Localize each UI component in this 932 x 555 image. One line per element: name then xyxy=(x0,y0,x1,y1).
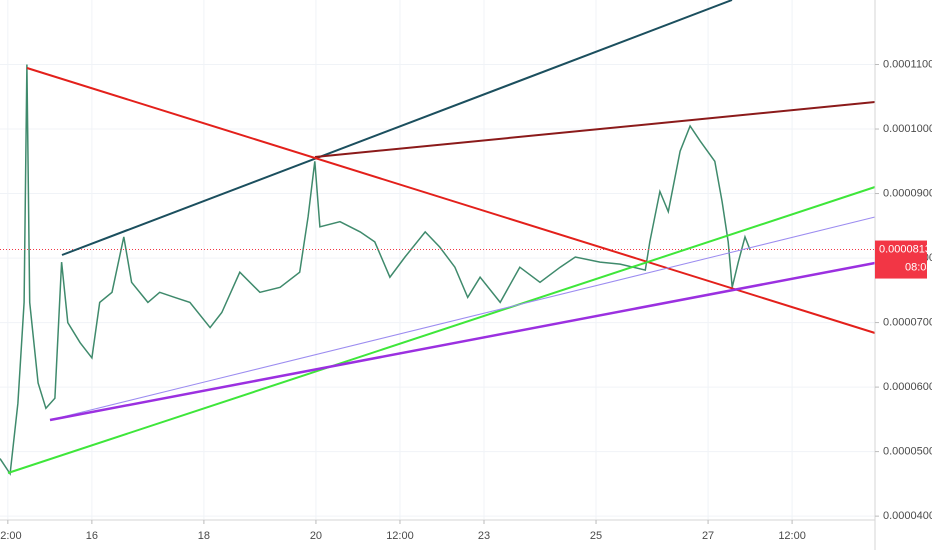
last-price-box xyxy=(875,240,927,279)
price-line xyxy=(0,64,751,476)
trend-lines xyxy=(7,0,876,474)
x-tick-label: 12:00 xyxy=(778,530,806,542)
x-tick-label: 25 xyxy=(590,530,602,542)
last-price-label: 0.00008132 xyxy=(879,243,932,255)
plot xyxy=(0,64,875,476)
x-tick-label: 12:00 xyxy=(386,530,414,542)
x-tick-label: 16 xyxy=(86,530,98,542)
x-tick-label: 18 xyxy=(198,530,210,542)
x-tick-label: 27 xyxy=(702,530,714,542)
trend-line xyxy=(49,261,876,422)
trend-line xyxy=(61,0,733,256)
x-tick-label: 12:00 xyxy=(0,530,22,542)
trend-line xyxy=(49,216,876,421)
trend-line xyxy=(7,186,876,474)
x-tick-label: 23 xyxy=(478,530,490,542)
trend-line xyxy=(314,101,876,158)
grid xyxy=(0,0,875,520)
countdown-label: 08:03 xyxy=(905,261,932,273)
x-tick-label: 20 xyxy=(310,530,322,542)
y-tick-label: 0.00011000 xyxy=(883,58,932,70)
